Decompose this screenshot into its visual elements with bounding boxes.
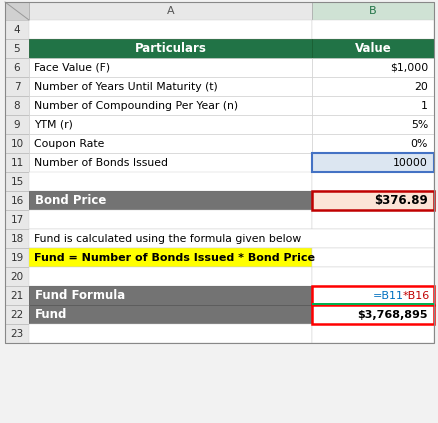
Bar [5, 248, 29, 267]
Bar [311, 210, 433, 229]
Bar [29, 153, 311, 172]
Bar [5, 134, 29, 153]
Bar [311, 286, 433, 305]
Text: 15: 15 [11, 176, 24, 187]
Bar [5, 324, 29, 343]
Text: 0%: 0% [410, 138, 427, 148]
Bar [311, 248, 433, 267]
Bar [5, 172, 29, 191]
Text: Fund = Number of Bonds Issued * Bond Price: Fund = Number of Bonds Issued * Bond Pri… [34, 253, 314, 263]
Bar [29, 39, 311, 58]
Bar [311, 267, 433, 286]
Text: 5: 5 [14, 44, 20, 53]
Bar [311, 20, 433, 39]
Text: 7: 7 [14, 82, 20, 91]
Text: *B16: *B16 [402, 291, 429, 300]
Text: 6: 6 [14, 63, 20, 72]
Bar [311, 2, 433, 20]
Bar [5, 20, 29, 343]
Bar [5, 96, 29, 115]
Text: 10000: 10000 [392, 157, 427, 168]
Text: Number of Bonds Issued: Number of Bonds Issued [34, 157, 168, 168]
Text: 10: 10 [11, 138, 24, 148]
Text: 9: 9 [14, 120, 20, 129]
Bar [29, 58, 311, 77]
Text: 1: 1 [420, 101, 427, 110]
Bar [5, 305, 29, 324]
Text: B: B [368, 6, 376, 16]
Bar [311, 191, 433, 210]
Text: Particulars: Particulars [134, 42, 206, 55]
Bar [5, 20, 29, 39]
Bar [29, 96, 311, 115]
Text: $1,000: $1,000 [389, 63, 427, 72]
Bar [5, 2, 433, 343]
Text: YTM (r): YTM (r) [34, 120, 73, 129]
Bar [29, 210, 311, 229]
Bar [5, 210, 29, 229]
Bar [29, 229, 433, 248]
Text: Bond Price: Bond Price [35, 194, 106, 207]
Bar [5, 153, 29, 172]
Text: 4: 4 [14, 25, 20, 35]
Text: 5%: 5% [410, 120, 427, 129]
Bar [311, 153, 433, 172]
Text: Fund is calculated using the formula given below: Fund is calculated using the formula giv… [34, 233, 300, 244]
Text: 23: 23 [11, 329, 24, 338]
Text: 16: 16 [11, 195, 24, 206]
Bar [5, 39, 29, 58]
Text: Coupon Rate: Coupon Rate [34, 138, 104, 148]
Text: Number of Years Until Maturity (t): Number of Years Until Maturity (t) [34, 82, 217, 91]
Bar [29, 2, 311, 20]
Text: $376.89: $376.89 [374, 194, 427, 207]
Bar [29, 286, 311, 305]
Bar [311, 58, 433, 77]
Bar [5, 229, 29, 248]
Bar [29, 134, 311, 153]
Bar [311, 77, 433, 96]
Bar [311, 324, 433, 343]
Bar [29, 267, 311, 286]
Text: Face Value (F): Face Value (F) [34, 63, 110, 72]
Bar [311, 96, 433, 115]
Bar [29, 20, 311, 39]
Text: 20: 20 [413, 82, 427, 91]
Text: A: A [166, 6, 174, 16]
Bar [5, 2, 29, 20]
Bar [5, 286, 29, 305]
Text: Fund: Fund [35, 308, 67, 321]
Bar [311, 115, 433, 134]
Text: =B11: =B11 [372, 291, 403, 300]
Text: 17: 17 [11, 214, 24, 225]
Bar [311, 134, 433, 153]
Bar [5, 58, 29, 77]
Text: 22: 22 [11, 310, 24, 319]
Bar [29, 305, 311, 324]
Bar [311, 305, 433, 324]
Text: 19: 19 [11, 253, 24, 263]
Bar [311, 39, 433, 58]
Bar [29, 248, 311, 267]
Bar [311, 303, 433, 305]
Bar [29, 324, 311, 343]
Bar [29, 77, 311, 96]
Text: 18: 18 [11, 233, 24, 244]
Text: $3,768,895: $3,768,895 [357, 310, 427, 319]
Text: 11: 11 [11, 157, 24, 168]
Text: 20: 20 [11, 272, 24, 281]
Bar [29, 115, 311, 134]
Text: 8: 8 [14, 101, 20, 110]
Text: Number of Compounding Per Year (n): Number of Compounding Per Year (n) [34, 101, 237, 110]
Bar [29, 191, 311, 210]
Bar [5, 267, 29, 286]
Bar [311, 172, 433, 191]
Text: Value: Value [354, 42, 391, 55]
Text: 21: 21 [11, 291, 24, 300]
Bar [5, 77, 29, 96]
Text: Fund Formula: Fund Formula [35, 289, 125, 302]
Bar [29, 172, 311, 191]
Bar [5, 115, 29, 134]
Bar [5, 191, 29, 210]
